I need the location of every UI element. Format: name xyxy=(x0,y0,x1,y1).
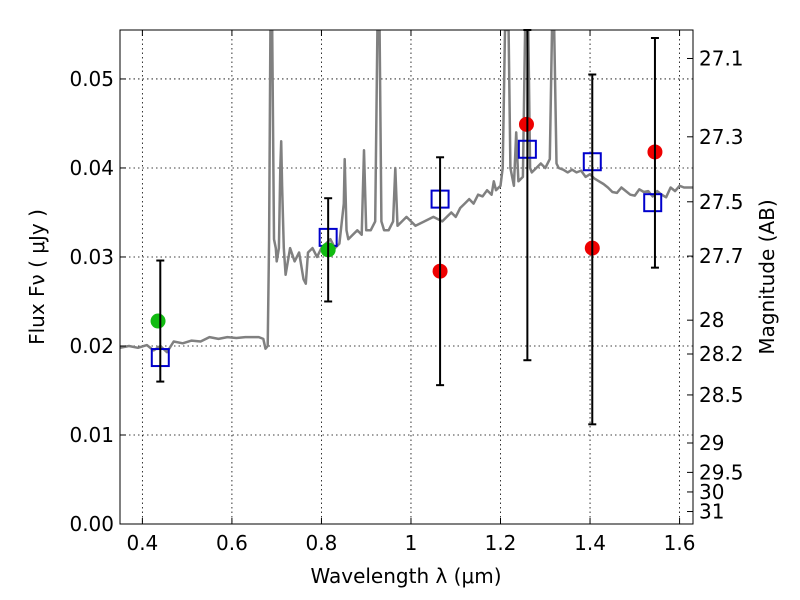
x-tick-label: 1 xyxy=(405,531,418,555)
y-axis-title: Flux Fν ( μJy ) xyxy=(25,209,49,345)
plot-frame xyxy=(119,29,694,525)
green-data-point xyxy=(150,313,166,329)
x-tick-label: 0.4 xyxy=(126,531,158,555)
x-tick-label: 0.8 xyxy=(306,531,338,555)
y2-tick-label: 28.5 xyxy=(699,383,744,407)
markers xyxy=(150,29,663,426)
y2-tick-label: 31 xyxy=(699,500,724,524)
y-tick-label: 0.05 xyxy=(69,67,114,91)
x-tick-label: 1.2 xyxy=(485,531,517,555)
y2-tick-label: 28 xyxy=(699,308,724,332)
y-tick-label: 0.02 xyxy=(69,334,114,358)
right-axis-title: Magnitude (AB) xyxy=(755,199,779,354)
y2-tick-label: 27.3 xyxy=(699,125,744,149)
y-tick-label: 0.03 xyxy=(69,245,114,269)
x-tick-label: 1.6 xyxy=(664,531,696,555)
y-tick-label: 0.00 xyxy=(69,512,114,536)
y-tick-label: 0.01 xyxy=(69,423,114,447)
y2-tick-label: 29.5 xyxy=(699,460,744,484)
spectrum-line xyxy=(120,30,693,354)
y-tick-label: 0.04 xyxy=(69,156,114,180)
plot-area xyxy=(120,30,693,354)
y2-tick-label: 29 xyxy=(699,431,724,455)
model-square-point xyxy=(643,193,663,213)
x-tick-label: 1.4 xyxy=(574,531,606,555)
y2-tick-label: 27.7 xyxy=(699,244,744,268)
y2-tick-label: 28.2 xyxy=(699,342,744,366)
y2-tick-label: 27.5 xyxy=(699,190,744,214)
x-axis-title: Wavelength λ (μm) xyxy=(310,564,501,588)
y2-tick-label: 30 xyxy=(699,480,724,504)
y2-tick-label: 27.1 xyxy=(699,46,744,70)
x-tick-label: 0.6 xyxy=(216,531,248,555)
axis-ticks: 0.4 0.6 0.8 1 1.2 1.4 1.6 0.00 0.01 0.02 0.03 0.04 0… xyxy=(69,30,744,555)
